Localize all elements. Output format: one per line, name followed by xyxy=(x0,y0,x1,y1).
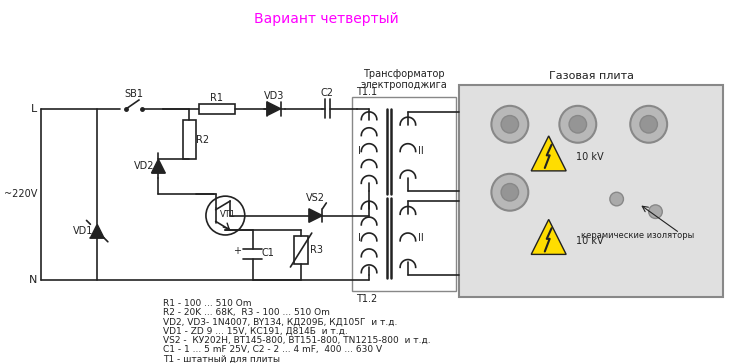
Bar xyxy=(182,121,196,159)
Circle shape xyxy=(501,184,519,201)
Polygon shape xyxy=(90,224,104,238)
Circle shape xyxy=(610,192,623,206)
Text: T1.2: T1.2 xyxy=(356,294,378,304)
Text: VS2: VS2 xyxy=(306,193,325,203)
Text: +: + xyxy=(233,245,241,256)
Text: VD2: VD2 xyxy=(134,161,154,171)
Text: C2: C2 xyxy=(320,88,334,98)
Text: Т1 - штатный для плиты: Т1 - штатный для плиты xyxy=(163,354,280,363)
Text: L: L xyxy=(31,104,37,114)
Circle shape xyxy=(640,115,657,133)
Bar xyxy=(459,85,723,297)
Text: T1.1: T1.1 xyxy=(356,87,378,97)
Text: Вариант четвертый: Вариант четвертый xyxy=(254,12,399,26)
Text: SB1: SB1 xyxy=(125,89,143,99)
Text: I: I xyxy=(359,233,362,243)
Polygon shape xyxy=(531,136,566,171)
Circle shape xyxy=(492,106,528,143)
Text: С1 - 1 ... 5 mF 25V, С2 - 2 ... 4 mF,  400 ... 630 V: С1 - 1 ... 5 mF 25V, С2 - 2 ... 4 mF, 40… xyxy=(163,345,382,354)
Text: Трансформатор
электроподжига: Трансформатор электроподжига xyxy=(361,69,448,90)
Text: VD1: VD1 xyxy=(74,226,94,236)
Text: 10 kV: 10 kV xyxy=(576,236,603,246)
Text: R1 - 100 ... 510 Om: R1 - 100 ... 510 Om xyxy=(163,299,251,308)
Text: VT1: VT1 xyxy=(220,210,236,219)
Text: N: N xyxy=(29,275,37,285)
Text: II: II xyxy=(417,146,423,156)
Circle shape xyxy=(569,115,587,133)
Text: C1: C1 xyxy=(262,248,274,258)
Text: R3: R3 xyxy=(310,245,323,254)
Polygon shape xyxy=(531,220,566,254)
Text: ~220V: ~220V xyxy=(4,189,37,199)
Circle shape xyxy=(649,205,662,219)
Circle shape xyxy=(559,106,596,143)
Bar xyxy=(199,104,235,114)
Text: керамические изоляторы: керамические изоляторы xyxy=(581,232,695,240)
Bar xyxy=(294,236,308,264)
Circle shape xyxy=(630,106,667,143)
Text: R1: R1 xyxy=(210,93,223,103)
Text: VS2 -  КУ202Н, ВТ145-800, ВТ151-800, TN1215-800  и т.д.: VS2 - КУ202Н, ВТ145-800, ВТ151-800, TN12… xyxy=(163,336,431,345)
Polygon shape xyxy=(309,209,323,223)
Bar xyxy=(351,97,456,291)
Text: Газовая плита: Газовая плита xyxy=(549,71,634,81)
Text: II: II xyxy=(417,233,423,243)
Text: I: I xyxy=(359,146,362,156)
Circle shape xyxy=(492,174,528,211)
Text: VD3: VD3 xyxy=(264,91,284,101)
Circle shape xyxy=(501,115,519,133)
Text: VD1 - ZD 9 ... 15V, КС191, Д814Б  и т.д.: VD1 - ZD 9 ... 15V, КС191, Д814Б и т.д. xyxy=(163,327,348,336)
Text: VD2, VD3- 1N4007, BY134, КД209Б, КД105Г  и т.д.: VD2, VD3- 1N4007, BY134, КД209Б, КД105Г … xyxy=(163,318,398,326)
Text: R2: R2 xyxy=(196,135,209,145)
Text: 10 kV: 10 kV xyxy=(576,152,603,162)
Polygon shape xyxy=(151,159,165,173)
Text: R2 - 20K ... 68K,  R3 - 100 ... 510 Om: R2 - 20K ... 68K, R3 - 100 ... 510 Om xyxy=(163,308,330,317)
Polygon shape xyxy=(267,102,281,115)
